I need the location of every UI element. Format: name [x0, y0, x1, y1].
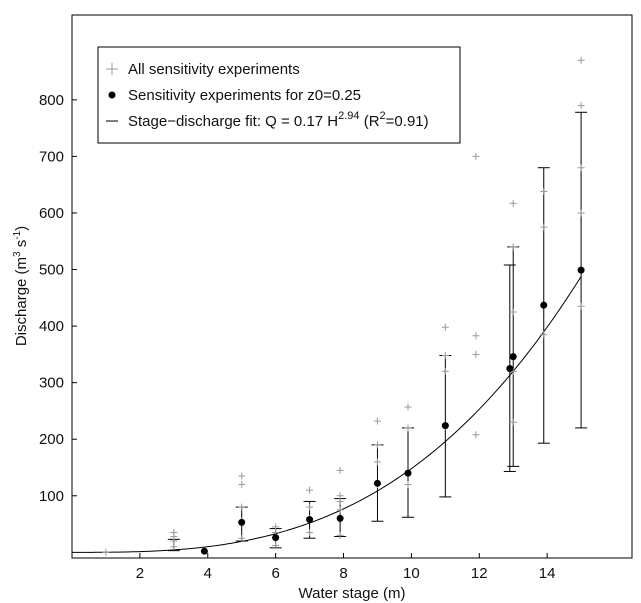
plus-point	[472, 332, 480, 340]
x-tick-label: 10	[403, 565, 420, 582]
legend-plus-icon	[106, 63, 118, 75]
chart-marks	[72, 56, 588, 556]
y-tick-label: 300	[39, 375, 64, 392]
y-tick-label: 100	[39, 488, 64, 505]
legend-label-z0: Sensitivity experiments for z0=0.25	[128, 87, 361, 104]
x-tick-label: 8	[339, 565, 347, 582]
x-tick-label: 14	[539, 565, 556, 582]
z0-point	[306, 516, 314, 524]
x-tick-label: 2	[136, 565, 144, 582]
z0-point	[506, 365, 514, 373]
x-tick-label: 6	[271, 565, 279, 582]
plus-point	[404, 403, 412, 411]
x-axis-label: Water stage (m)	[299, 585, 406, 602]
z0-point	[404, 469, 412, 477]
legend-label-fit: Stage−discharge fit: Q = 0.17 H2.94 (R2=…	[128, 110, 429, 130]
plus-point	[509, 199, 517, 207]
legend: All sensitivity experiments Sensitivity …	[97, 46, 461, 144]
plus-point	[272, 523, 280, 531]
plus-point	[472, 431, 480, 439]
y-axis-ticks: 100 200 300 400 500 600 700 800	[39, 92, 77, 505]
y-axis-label: Discharge (m3 s-1)	[12, 226, 30, 346]
plus-point	[441, 367, 449, 375]
y-tick-label: 500	[39, 262, 64, 279]
z0-point	[577, 266, 585, 274]
z0-point	[373, 479, 381, 487]
plus-point	[577, 102, 585, 109]
z0-point	[540, 301, 548, 309]
plus-point	[509, 243, 517, 251]
plus-point	[577, 302, 585, 310]
legend-box	[97, 46, 461, 144]
plus-point	[472, 350, 480, 358]
z0-point	[509, 353, 517, 361]
plus-point	[404, 424, 412, 432]
plus-point	[306, 503, 314, 511]
x-axis-ticks: 2 4 6 8 10 12 14	[136, 553, 556, 582]
plus-point	[306, 486, 314, 494]
y-tick-label: 600	[39, 205, 64, 222]
plus-point	[577, 209, 585, 217]
plus-point	[373, 417, 381, 425]
x-tick-label: 4	[204, 565, 212, 582]
plus-point	[472, 152, 480, 160]
legend-label-all: All sensitivity experiments	[128, 61, 300, 78]
plus-point	[336, 531, 344, 539]
z0-point	[238, 518, 246, 526]
plus-point	[373, 441, 381, 449]
plus-point	[238, 503, 246, 511]
plus-point	[509, 418, 517, 426]
plus-point	[238, 472, 246, 480]
y-tick-label: 400	[39, 318, 64, 335]
legend-dot-icon	[108, 91, 116, 99]
plus-point	[577, 164, 585, 172]
plus-point	[102, 548, 110, 556]
z0-point	[336, 514, 344, 522]
fit-curve-line	[72, 276, 582, 553]
plus-point	[272, 542, 280, 550]
x-tick-label: 12	[471, 565, 488, 582]
plus-point	[441, 323, 449, 331]
plus-point	[336, 492, 344, 500]
plus-point	[540, 187, 548, 195]
z0-point	[441, 422, 449, 430]
z0-point	[272, 534, 280, 542]
z0-point	[200, 547, 208, 555]
plus-point	[373, 458, 381, 466]
plus-point	[441, 352, 449, 360]
plot-frame	[71, 14, 633, 559]
y-tick-label: 700	[39, 148, 64, 165]
plus-point	[540, 331, 548, 339]
plus-point	[509, 308, 517, 316]
plus-point	[170, 529, 178, 537]
plus-point	[336, 466, 344, 474]
plus-point	[336, 506, 344, 514]
plus-point	[404, 480, 412, 488]
plus-point	[238, 534, 246, 542]
plus-point	[306, 529, 314, 537]
plus-point	[577, 56, 585, 64]
y-tick-label: 800	[39, 92, 64, 109]
plus-point	[238, 480, 246, 488]
y-tick-label: 200	[39, 431, 64, 448]
plus-point	[540, 223, 548, 231]
